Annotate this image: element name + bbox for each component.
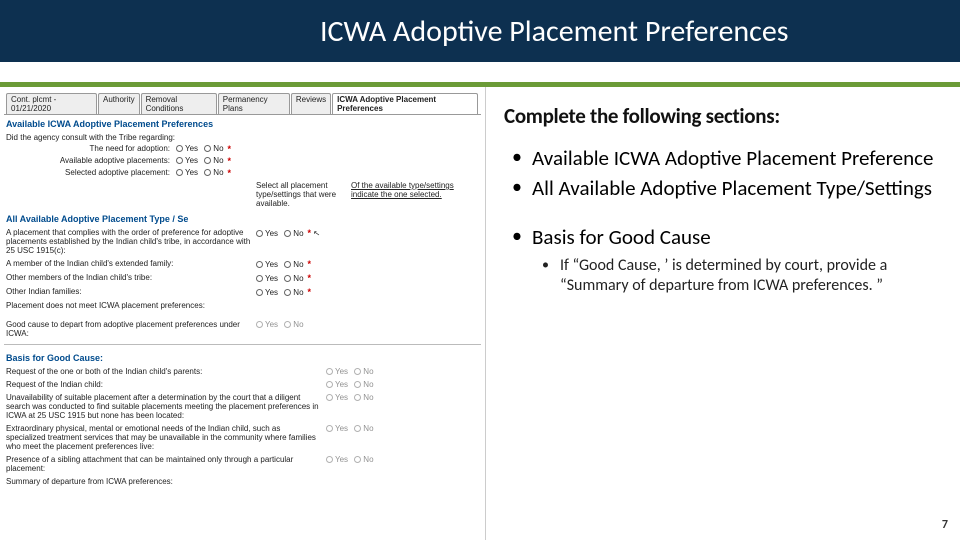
col2-head: Select all placement type/settings that … [256,181,351,208]
yn-p4[interactable]: Yes No [256,288,304,297]
slide: ICWA Adoptive Placement Preferences Cont… [0,0,960,540]
placement-row-5: Placement does not meet ICWA placement p… [4,299,481,312]
placement-row-4: Other Indian families: Yes No* [4,285,481,299]
screenshot-panel: Cont. plcmt - 01/21/2020 Authority Remov… [0,87,486,540]
b3-label: Unavailability of suitable placement aft… [6,393,326,420]
yn-b5[interactable]: Yes No [326,455,374,464]
tab-authority[interactable]: Authority [98,93,140,114]
b6-label: Summary of departure from ICWA preferenc… [6,477,326,486]
q-consult-label: Did the agency consult with the Tribe re… [6,132,256,142]
page-number: 7 [942,518,948,532]
title-bar: ICWA Adoptive Placement Preferences [0,0,960,62]
q-avail-label: Available adoptive placements: [6,156,176,165]
sub-bullet-1: If “Good Cause, ’ is determined by court… [532,256,942,296]
b4-label: Extraordinary physical, mental or emotio… [6,424,326,451]
yn-avail[interactable]: Yes No [176,156,224,165]
q-selected-label: Selected adoptive placement: [6,168,176,177]
tab-removal[interactable]: Removal Conditions [141,93,217,114]
p1-label: A placement that complies with the order… [6,228,256,255]
slide-body: Cont. plcmt - 01/21/2020 Authority Remov… [0,87,960,540]
placement-row-1: A placement that complies with the order… [4,226,481,257]
b2-label: Request of the Indian child: [6,380,326,389]
yn-p3[interactable]: Yes No [256,274,304,283]
yn-b3[interactable]: Yes No [326,393,374,402]
section-all-types: All Available Adoptive Placement Type / … [4,210,481,226]
yn-b4[interactable]: Yes No [326,424,374,433]
yn-b2[interactable]: Yes No [326,380,374,389]
col3-head: Of the available type/settings indicate … [351,181,461,208]
yn-b1[interactable]: Yes No [326,367,374,376]
p3-label: Other members of the Indian child's trib… [6,273,256,282]
column-headers: Select all placement type/settings that … [4,179,481,210]
yn-p2[interactable]: Yes No [256,260,304,269]
yn-need[interactable]: Yes No [176,144,224,153]
section-basis: Basis for Good Cause: [4,349,481,365]
bullet-list: Available ICWA Adoptive Placement Prefer… [504,145,942,296]
slide-title: ICWA Adoptive Placement Preferences [320,13,789,50]
good-cause-row: Good cause to depart from adoptive place… [4,318,481,340]
yn-p1[interactable]: Yes No [256,229,304,238]
tab-permanency[interactable]: Permanency Plans [218,93,290,114]
bullet-2: All Available Adoptive Placement Type/Se… [504,175,942,201]
p2-label: A member of the Indian child's extended … [6,259,256,268]
divider [4,344,481,345]
cursor-icon: ↖ [310,228,320,238]
tab-cont-plcmt[interactable]: Cont. plcmt - 01/21/2020 [6,93,97,114]
b5-label: Presence of a sibling attachment that ca… [6,455,326,473]
section-available-pref: Available ICWA Adoptive Placement Prefer… [4,115,481,131]
placement-row-2: A member of the Indian child's extended … [4,257,481,271]
tab-reviews[interactable]: Reviews [291,93,331,114]
sub-bullet-list: If “Good Cause, ’ is determined by court… [532,256,942,296]
gc-label: Good cause to depart from adoptive place… [6,320,256,338]
content-panel: Complete the following sections: Availab… [486,87,960,540]
yn-gc[interactable]: Yes No [256,320,304,329]
placement-row-3: Other members of the Indian child's trib… [4,271,481,285]
p5-label: Placement does not meet ICWA placement p… [6,301,256,310]
bullet-1: Available ICWA Adoptive Placement Prefer… [504,145,942,171]
q-need-label: The need for adoption: [6,144,176,153]
bullet-3-text: Basis for Good Cause [532,224,711,250]
q-consult-row: Did the agency consult with the Tribe re… [4,131,481,143]
yn-selected[interactable]: Yes No [176,168,224,177]
b1-label: Request of the one or both of the Indian… [6,367,326,376]
tab-strip: Cont. plcmt - 01/21/2020 Authority Remov… [4,91,481,115]
intro-text: Complete the following sections: [504,103,942,129]
bullet-3: Basis for Good Cause If “Good Cause, ’ i… [504,224,942,296]
p4-label: Other Indian families: [6,287,256,296]
spacer [0,62,960,82]
tab-icwa[interactable]: ICWA Adoptive Placement Preferences [332,93,478,114]
